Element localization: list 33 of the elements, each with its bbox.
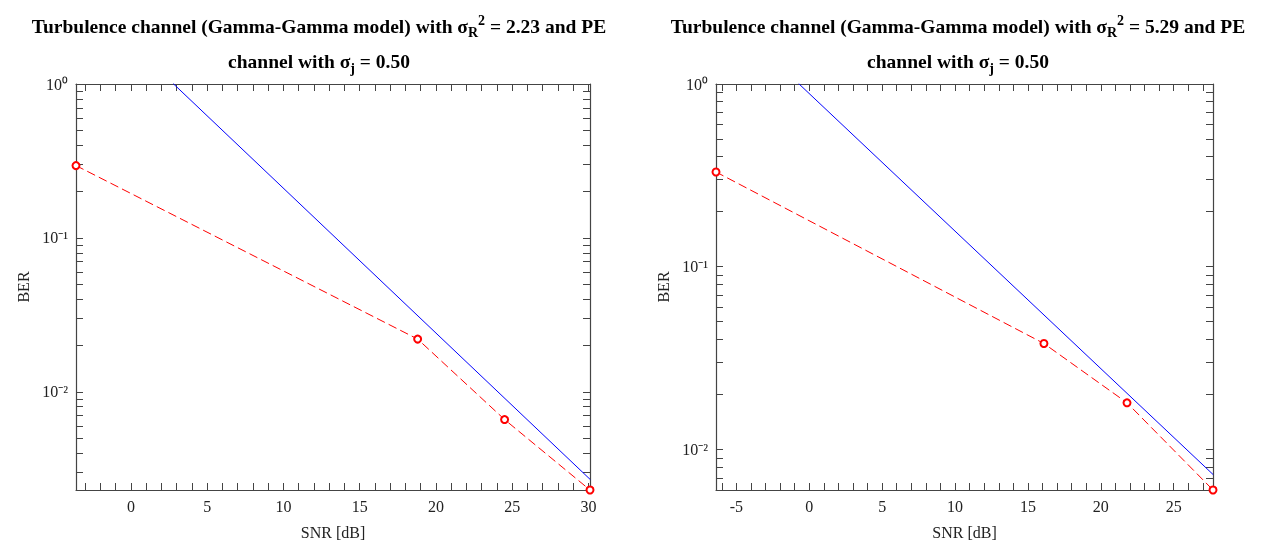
x-tick-label: 0 [805, 497, 814, 515]
x-tick-label: 20 [1092, 497, 1109, 515]
x-tick-label: 0 [126, 497, 135, 515]
x-tick-label: 15 [351, 497, 368, 515]
y-tick-label: 10⁻² [42, 383, 69, 401]
point [1039, 339, 1049, 349]
x-tick-label: 20 [427, 497, 444, 515]
point [71, 161, 81, 171]
point [413, 334, 423, 344]
point [1122, 398, 1132, 408]
x-axis-title: SNR [dB] [932, 523, 997, 541]
x-tick-label: 10 [947, 497, 964, 515]
point [711, 167, 721, 177]
x-tick-label: -5 [729, 497, 744, 515]
y-tick-label: 10⁻² [682, 440, 709, 458]
point [1208, 485, 1218, 495]
x-axis-title: SNR [dB] [300, 523, 366, 541]
x-tick-label: 5 [203, 497, 212, 515]
y-axis-title: BER [14, 271, 32, 303]
x-tick-label: 30 [580, 497, 597, 515]
x-tick-label: 10 [275, 497, 292, 515]
chart-title: Turbulence channel (Gamma-Gamma model) with σ$_{R}$$^{2}$ = 5.29 and PE channel with σ$_{j}$ = 0.50 [670, 13, 1246, 77]
y-axis-title: BER [654, 271, 672, 303]
x-tick-label: 25 [504, 497, 521, 515]
x-tick-label: 15 [1019, 497, 1036, 515]
x-tick-label: 25 [1165, 497, 1182, 515]
y-tick-label: 10⁻¹ [42, 229, 69, 247]
y-tick-label: 10⁻¹ [682, 258, 709, 276]
y-tick-label: 10⁰ [686, 75, 708, 93]
point [500, 415, 510, 425]
x-tick-label: 5 [878, 497, 887, 515]
chart-title: Turbulence channel (Gamma-Gamma model) with σ$_{R}$$^{2}$ = 2.23 and PE channel with σ$_{j}$ = 0.50 [31, 13, 607, 77]
y-tick-label: 10⁰ [46, 75, 68, 93]
